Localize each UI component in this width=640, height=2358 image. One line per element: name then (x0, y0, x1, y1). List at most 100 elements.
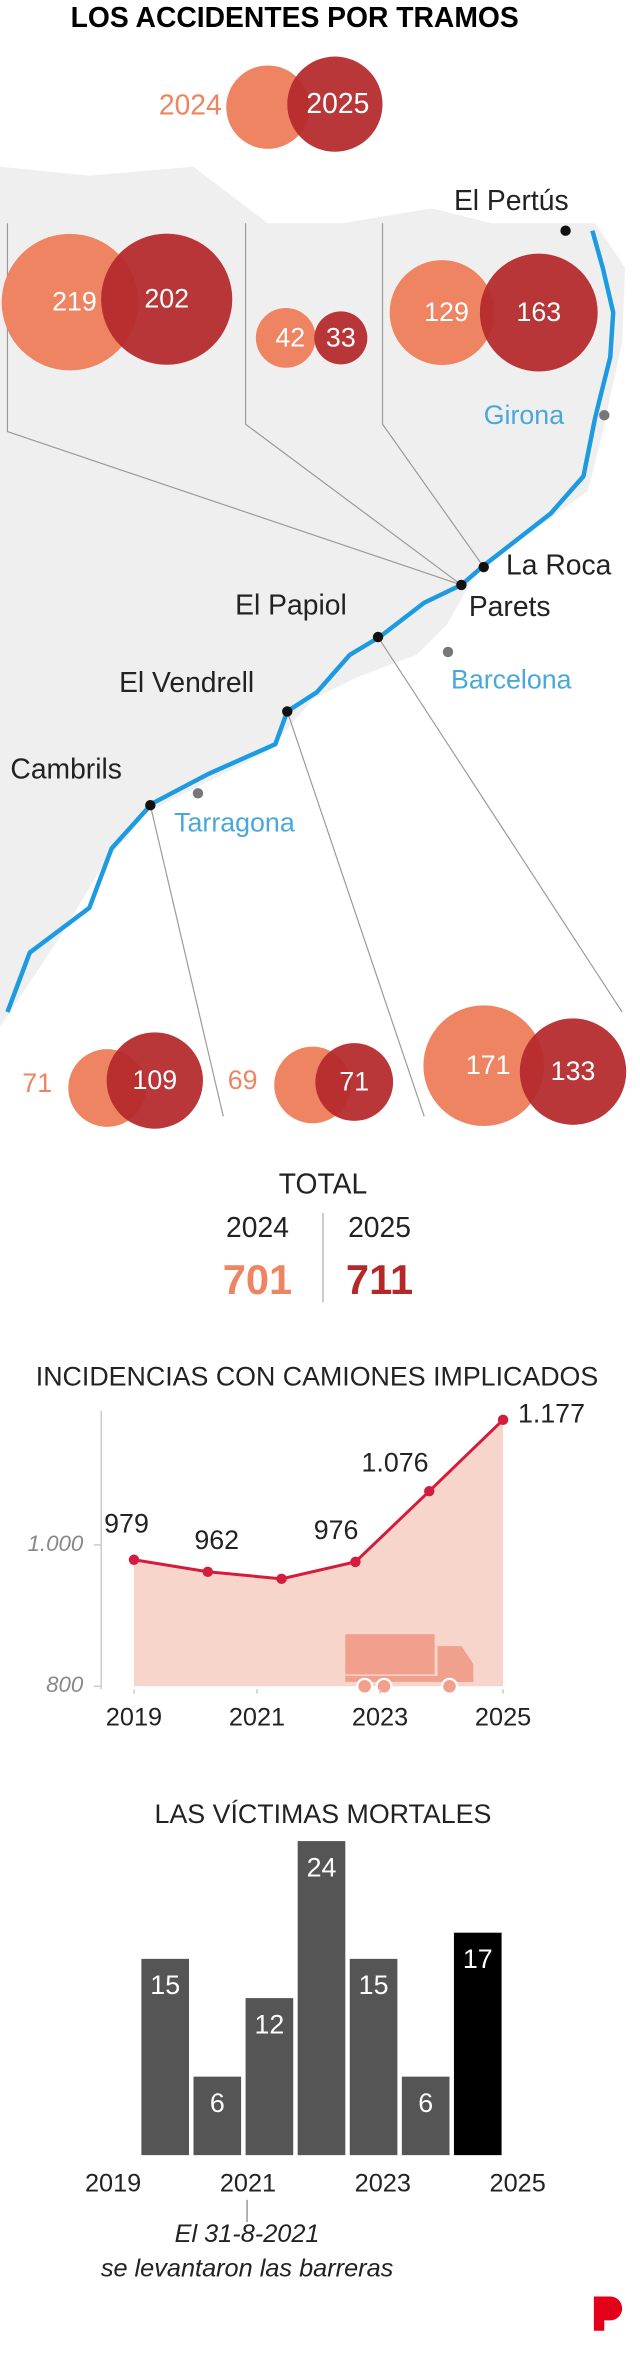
leader-line (149, 805, 224, 1117)
leader-line (377, 636, 623, 1013)
bubble-label: 163 (516, 297, 561, 327)
x-tick-label: 2019 (106, 1704, 162, 1732)
city-dot (599, 410, 610, 421)
total-year: 2025 (348, 1211, 411, 1243)
legend-swatch (287, 56, 383, 152)
section-dot (560, 225, 571, 236)
section-dot (282, 706, 293, 717)
section-label: Cambrils (10, 752, 122, 784)
bubble (314, 311, 368, 365)
value-label: 1.076 (361, 1447, 428, 1477)
map-land (0, 166, 626, 1027)
total-value: 711 (346, 1256, 413, 1303)
point (350, 1556, 361, 1568)
x-tick-label: 2021 (229, 1704, 285, 1732)
x-tick-label: 2019 (85, 2170, 141, 2198)
total-year: 2024 (226, 1211, 289, 1243)
section-dot (145, 799, 156, 811)
title: LOS ACCIDENTES POR TRAMOS (71, 1, 519, 33)
bar (245, 1998, 294, 2156)
value-label: 1.177 (518, 1398, 585, 1428)
leader-line (286, 711, 425, 1117)
city-label: Girona (484, 400, 564, 430)
total-label: TOTAL (279, 1168, 367, 1200)
bubble-label: 133 (551, 1056, 596, 1086)
bubble (479, 253, 598, 372)
legend-label: 2024 (159, 89, 222, 121)
bubble (315, 1043, 394, 1121)
logo (593, 2296, 623, 2331)
section-label: La Roca (506, 549, 612, 581)
area (133, 1419, 504, 1687)
line (133, 1418, 505, 1581)
bubble-label: 69 (228, 1065, 258, 1095)
truck-wheel (375, 1677, 393, 1695)
bar (453, 1932, 502, 2156)
city-dot (442, 646, 454, 658)
bubble (519, 1018, 627, 1125)
truck-cab (437, 1646, 474, 1682)
section-label: El Vendrell (119, 666, 254, 698)
bar (349, 1958, 398, 2156)
bubble-label: 171 (466, 1050, 511, 1080)
x-tick-label: 2025 (475, 1704, 531, 1732)
point (128, 1554, 140, 1565)
bar (193, 2076, 242, 2156)
point (497, 1414, 509, 1425)
bubble-label: 202 (144, 284, 189, 314)
value-label: 17 (463, 1944, 493, 1974)
leader-line (244, 223, 462, 586)
chart-title: LAS VÍCTIMAS MORTALES (155, 1799, 492, 1829)
point (202, 1566, 213, 1577)
truck-wheel (356, 1677, 374, 1695)
x-tick-label: 2025 (490, 2170, 546, 2198)
bubble-label: 42 (275, 322, 305, 352)
bubble-label: 71 (339, 1067, 369, 1097)
bubble (423, 1005, 545, 1126)
truck-wheel (440, 1677, 459, 1695)
y-tick-label: 800 (46, 1672, 84, 1697)
truck-icon (345, 1634, 474, 1695)
bubble-label: 129 (424, 297, 469, 327)
chart-title: INCIDENCIAS CON CAMIONES IMPLICADOS (36, 1361, 599, 1391)
truck-base (345, 1675, 474, 1682)
section-label: El Papiol (235, 589, 347, 621)
point (276, 1573, 287, 1585)
x-tick-label: 2023 (352, 1704, 408, 1732)
bubble-label: 33 (326, 322, 356, 352)
value-label: 6 (210, 2088, 225, 2118)
annotation: se levantaron las barreras (101, 2254, 394, 2282)
value-label: 12 (254, 2009, 284, 2039)
point (424, 1485, 435, 1497)
x-tick-label: 2023 (355, 2170, 411, 2198)
bar (141, 1958, 190, 2156)
value-label: 24 (307, 1852, 337, 1882)
value-label: 979 (104, 1509, 149, 1539)
section-label: Parets (469, 590, 551, 622)
bubble (101, 233, 233, 365)
bubble-label: 71 (22, 1068, 52, 1098)
bar (297, 1841, 346, 2156)
value-label: 15 (359, 1970, 389, 2000)
section-label: El Pertús (454, 184, 569, 216)
section-dot (456, 579, 467, 591)
value-label: 6 (418, 2088, 433, 2118)
value-label: 962 (194, 1525, 239, 1555)
total-value: 701 (223, 1256, 293, 1303)
city-label: Tarragona (174, 808, 295, 838)
map-dots (145, 225, 610, 811)
bubble-label: 109 (132, 1065, 177, 1095)
bubble (255, 307, 316, 368)
bar (401, 2076, 450, 2156)
section-dot (478, 561, 489, 573)
legend-swatch (226, 65, 310, 149)
bubble-label: 219 (52, 287, 97, 317)
legend-label: 2025 (306, 87, 369, 119)
value-label: 976 (314, 1515, 359, 1545)
y-tick-label: 1.000 (28, 1531, 84, 1556)
annotation: El 31-8-2021 (175, 2220, 320, 2248)
bubble (1, 233, 139, 371)
x-tick-label: 2021 (220, 2170, 276, 2198)
bubble (106, 1032, 203, 1129)
